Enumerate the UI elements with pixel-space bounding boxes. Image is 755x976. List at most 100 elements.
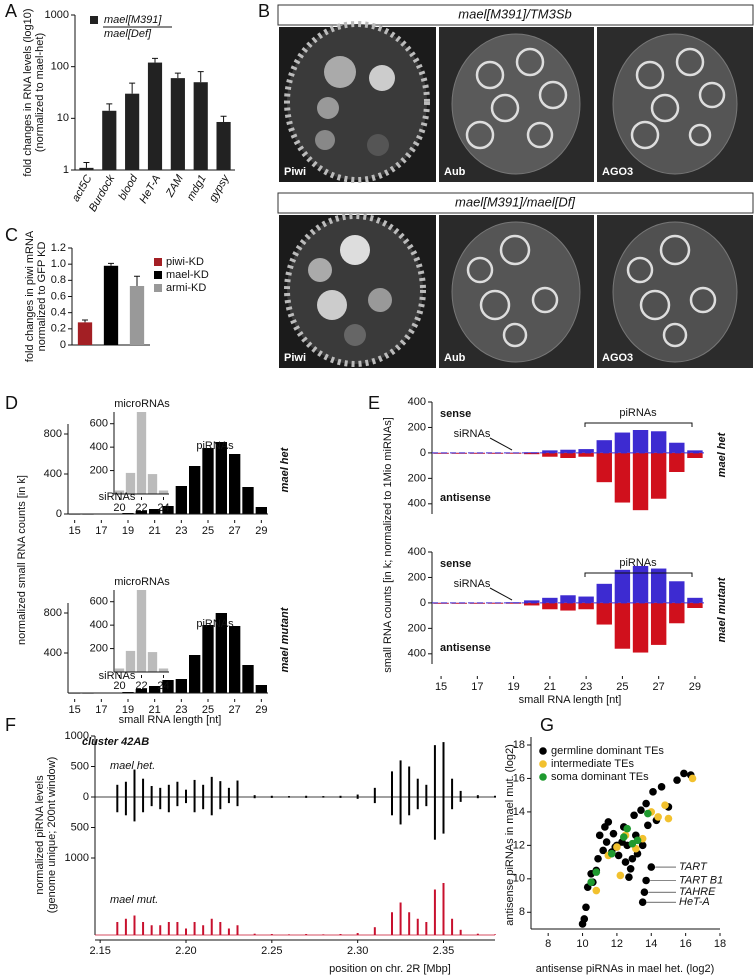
x-tick-label: 25 xyxy=(616,681,628,693)
bar xyxy=(129,285,145,345)
y-tick-label: 200 xyxy=(408,622,426,634)
egg-chamber xyxy=(284,213,426,367)
y-axis-label: (genome unique; 200nt window) xyxy=(46,757,58,914)
panel-letter: D xyxy=(5,393,18,413)
y-tick-label: 400 xyxy=(408,498,426,510)
x-tick-label: 18 xyxy=(714,938,726,950)
scatter-point xyxy=(621,858,630,866)
bar xyxy=(614,452,631,503)
x-tick-label: 29 xyxy=(255,704,267,716)
genotype-title: mael[M391]/TM3Sb xyxy=(458,6,571,21)
x-tick-label: 10 xyxy=(576,938,588,950)
bar xyxy=(596,452,612,483)
x-tick-label: 2.20 xyxy=(175,945,196,957)
bar xyxy=(596,440,612,453)
bar xyxy=(158,668,169,672)
nucleus xyxy=(315,130,335,150)
legend-label: antisense xyxy=(440,642,491,654)
bar xyxy=(578,449,594,453)
y-axis-label: fold changes in RNA levels (log10) xyxy=(22,8,34,176)
bar xyxy=(669,442,685,453)
y-tick-label: 400 xyxy=(44,468,62,480)
x-tick-label: 17 xyxy=(95,704,107,716)
legend-marker xyxy=(539,760,547,768)
legend-swatch xyxy=(90,16,98,24)
bar xyxy=(560,452,576,458)
side-label: mael mutant xyxy=(279,606,291,672)
y-tick-label: 800 xyxy=(44,607,62,619)
scatter-point xyxy=(607,849,616,858)
inset-title: microRNAs xyxy=(114,398,170,410)
y-tick-label: 600 xyxy=(90,596,108,608)
bracket xyxy=(584,422,693,427)
bar xyxy=(542,602,558,610)
y-tick-label: 400 xyxy=(408,648,426,660)
x-tick-label: 27 xyxy=(229,525,241,537)
y-tick-label: 10 xyxy=(57,112,69,124)
y-tick-label: 1 xyxy=(63,164,69,176)
y-tick-label: 0 xyxy=(60,339,66,351)
y-tick-label: 400 xyxy=(408,546,426,558)
bar xyxy=(632,452,649,511)
channel-label: Aub xyxy=(444,166,466,178)
scatter-point xyxy=(654,813,662,821)
annotation: siRNAs xyxy=(99,491,136,503)
bar xyxy=(669,581,685,603)
scatter-point xyxy=(599,846,607,855)
y-tick-label: 8 xyxy=(519,906,525,918)
x-tick-label: 23 xyxy=(175,525,187,537)
egg-chamber xyxy=(284,21,430,183)
micrograph-panel: mael[M391]/TM3Sb Piwi Aub AGO3 mael[M391… xyxy=(277,4,754,368)
bar xyxy=(650,602,667,645)
bar xyxy=(614,432,631,453)
x-tick-label: 22 xyxy=(135,680,147,692)
bar xyxy=(215,442,227,514)
bar xyxy=(125,472,136,494)
x-tick-label: 21 xyxy=(149,704,161,716)
scatter-point xyxy=(582,903,590,912)
bar xyxy=(229,454,241,514)
x-tick-label: 23 xyxy=(175,704,187,716)
bar xyxy=(135,689,147,693)
channel-label: AGO3 xyxy=(602,352,633,364)
nucleus xyxy=(317,290,347,320)
bar xyxy=(578,452,594,457)
bar xyxy=(175,486,187,514)
scatter-point xyxy=(633,836,642,845)
nucleus xyxy=(340,235,370,265)
bar xyxy=(158,490,169,494)
y-tick-label: 400 xyxy=(90,619,108,631)
scatter-point xyxy=(595,831,604,840)
y-tick-label: 10 xyxy=(513,873,525,885)
x-tick-label: 23 xyxy=(580,681,592,693)
nucleus xyxy=(344,324,366,346)
x-tick-label: 19 xyxy=(122,704,134,716)
x-tick-label: 15 xyxy=(69,525,81,537)
y-tick-label: 400 xyxy=(44,647,62,659)
bar xyxy=(687,597,703,603)
scatter-point xyxy=(661,801,669,810)
bar xyxy=(687,602,703,608)
scatter-point xyxy=(592,868,601,876)
y-axis-label: normalized to GFP KD xyxy=(36,242,48,352)
x-tick-label: 20 xyxy=(113,680,125,692)
error-bar xyxy=(83,161,90,168)
error-bar xyxy=(108,262,114,266)
bar xyxy=(542,452,558,457)
error-bar xyxy=(197,71,204,83)
scatter-point xyxy=(616,871,625,880)
bar xyxy=(596,602,612,625)
annotation: piRNAs xyxy=(196,440,234,452)
bar xyxy=(632,430,649,453)
annotation: piRNAs xyxy=(196,618,234,630)
bar xyxy=(229,626,241,693)
annotation: siRNAs xyxy=(99,670,136,682)
scatter-point xyxy=(688,774,697,783)
x-tick-label: 25 xyxy=(202,704,214,716)
y-tick-label: 0.8 xyxy=(51,274,66,286)
scatter-point xyxy=(609,829,618,838)
y-tick-label: 800 xyxy=(44,428,62,440)
bar xyxy=(136,590,147,672)
side-label: mael het xyxy=(279,446,291,492)
